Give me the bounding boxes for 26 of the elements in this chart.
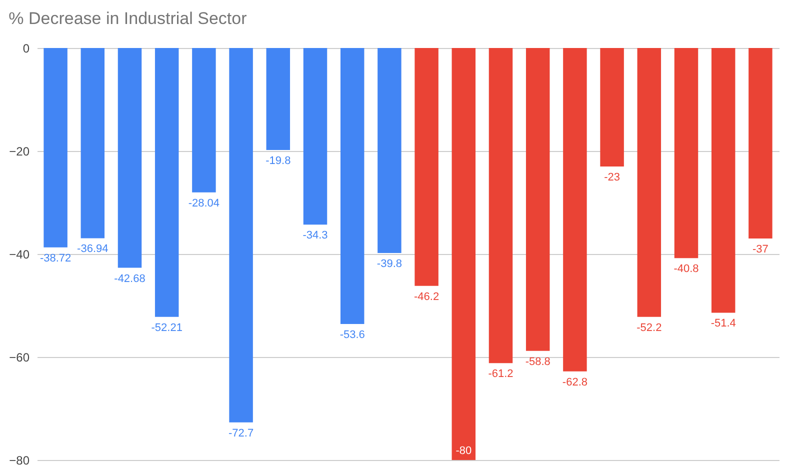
data-label: -72.7: [228, 427, 254, 440]
chart-title: % Decrease in Industrial Sector: [8, 9, 248, 28]
data-label: -61.2: [488, 368, 514, 380]
data-label: -80: [456, 445, 472, 457]
data-label: -23: [604, 171, 620, 184]
y-tick-label: 0: [22, 42, 30, 56]
data-label: -19.8: [266, 154, 291, 167]
data-label: -28.04: [188, 197, 220, 210]
y-tick-label: −20: [9, 144, 30, 158]
data-label: -42.68: [114, 272, 146, 285]
data-label: -52.21: [151, 322, 182, 334]
data-label: -51.4: [710, 318, 736, 330]
data-label: -62.8: [562, 376, 588, 388]
data-label: -58.8: [525, 356, 550, 368]
data-label: -52.2: [636, 322, 662, 334]
data-label: -34.3: [302, 230, 328, 242]
data-label: -36.94: [77, 243, 108, 256]
y-tick-label: −80: [9, 454, 30, 468]
y-tick-label: −40: [9, 248, 30, 262]
data-label: -40.8: [674, 263, 699, 276]
data-label: -38.72: [40, 252, 72, 264]
data-label: -53.6: [340, 329, 365, 342]
y-tick-label: −60: [9, 350, 30, 364]
data-label: -37: [752, 244, 768, 256]
data-label: -39.8: [376, 258, 402, 270]
data-label: -46.2: [414, 290, 440, 303]
